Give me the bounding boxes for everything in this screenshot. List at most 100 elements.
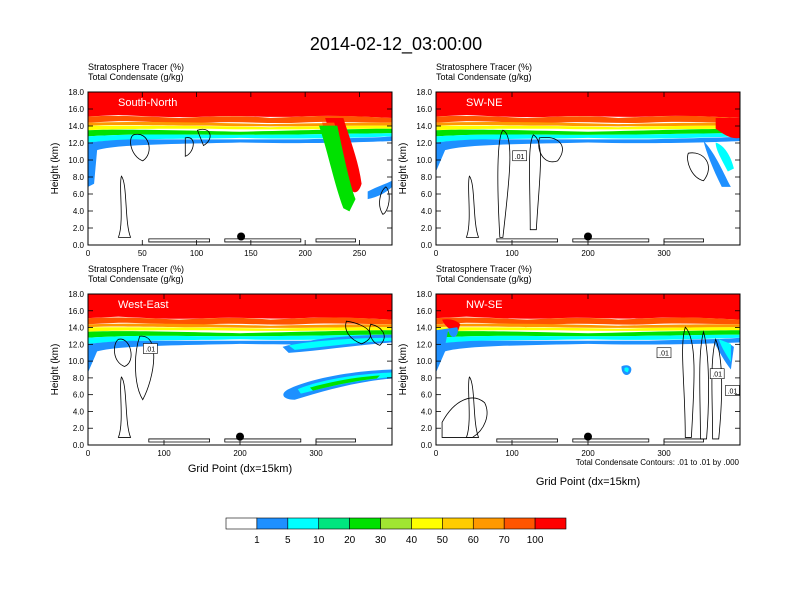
x-axis-label: Grid Point (dx=15km)	[536, 476, 640, 488]
condensate-contour-0	[118, 176, 130, 237]
tracer-fill-6	[436, 136, 740, 172]
colorbar-swatch	[442, 517, 474, 530]
y-tick-label: 14.0	[68, 122, 84, 131]
colorbar-swatch	[256, 517, 289, 530]
x-tick-label: 300	[309, 449, 323, 458]
colorbar-label: 60	[468, 535, 480, 546]
panel-label: West-East	[118, 299, 169, 311]
x-axis-label: Grid Point (dx=15km)	[188, 463, 292, 475]
y-tick-label: 14.0	[416, 324, 432, 333]
tracer-fill-6	[436, 337, 740, 373]
y-tick-label: 18.0	[68, 290, 84, 299]
tracer-fill-2	[436, 323, 740, 328]
y-tick-label: 2.0	[73, 424, 85, 433]
condensate-contour-2	[573, 239, 649, 242]
condensate-contour-0	[118, 377, 130, 437]
condensate-contour-7	[370, 324, 385, 345]
y-tick-label: 0.0	[421, 441, 433, 450]
condensate-contour-6	[539, 137, 563, 161]
condensate-contour-1	[497, 239, 558, 242]
x-tick-label: 300	[657, 449, 671, 458]
tracer-fill-3	[88, 125, 392, 131]
tracer-fill-1	[88, 317, 392, 325]
plot-area: .01 .01 .01	[436, 294, 740, 445]
colorbar-label: 5	[285, 535, 291, 546]
colorbar-swatch	[318, 517, 350, 530]
page-title: 2014-02-12_03:00:00	[310, 34, 482, 55]
condensate-contour-1	[497, 439, 558, 442]
tracer-fill-2	[88, 121, 392, 127]
x-tick-label: 300	[657, 249, 671, 258]
condensate-contour-2	[225, 239, 301, 242]
tracer-fill-4	[88, 330, 392, 338]
y-tick-label: 6.0	[73, 190, 85, 199]
tracer-fill-1	[436, 317, 740, 325]
y-tick-label: 8.0	[421, 374, 433, 383]
condensate-contour-3	[316, 239, 356, 242]
tracer-fill-10	[624, 367, 629, 373]
contour-label: .01	[659, 351, 669, 358]
tracer-fill-5	[436, 133, 740, 143]
condensate-contour-0	[466, 176, 478, 237]
location-marker	[236, 432, 244, 441]
contour-label: .01	[145, 347, 155, 354]
subtitle-condensate: Total Condensate (g/kg)	[88, 274, 184, 284]
colorbar-swatch	[503, 517, 536, 530]
contour-label-box	[143, 343, 158, 354]
colorbar-swatch	[225, 517, 258, 530]
footnote: Total Condensate Contours: .01 to .01 by…	[576, 458, 740, 467]
tracer-fill-2	[436, 121, 740, 127]
tracer-fill-8	[436, 327, 458, 346]
tracer-fill-1	[88, 115, 392, 124]
y-tick-label: 6.0	[421, 190, 433, 199]
condensate-contour-5	[683, 327, 695, 437]
y-tick-label: 2.0	[421, 424, 433, 433]
y-tick-label: 16.0	[68, 307, 84, 316]
location-marker	[584, 232, 592, 241]
plot-area: .01	[88, 294, 392, 445]
y-tick-label: 0.0	[73, 241, 85, 250]
panel-2: .01 SW-NE Stratosphere Tracer (%)Total Con…	[398, 62, 741, 258]
y-tick-label: 8.0	[421, 173, 433, 182]
y-tick-label: 16.0	[416, 105, 432, 114]
x-tick-label: 250	[353, 249, 367, 258]
colorbar-swatch	[349, 517, 381, 530]
condensate-contour-7	[380, 187, 390, 215]
x-tick-label: 200	[233, 449, 247, 458]
condensate-contour-5	[529, 135, 540, 230]
tracer-fill-3	[88, 327, 392, 332]
tracer-fill-5	[436, 334, 740, 344]
y-tick-label: 18.0	[416, 290, 432, 299]
plot-frame	[87, 91, 393, 246]
y-tick-label: 12.0	[416, 139, 432, 148]
tracer-fill-7	[715, 142, 734, 172]
y-tick-label: 4.0	[73, 207, 85, 216]
y-tick-label: 18.0	[416, 88, 432, 97]
colorbar-swatch	[287, 517, 320, 530]
subtitle-tracer: Stratosphere Tracer (%)	[88, 264, 184, 274]
colorbar-label: 20	[344, 535, 356, 546]
x-tick-label: 0	[434, 449, 439, 458]
tracer-fill-12	[718, 339, 731, 362]
panel-label: NW-SE	[466, 299, 502, 311]
panel-label: South-North	[118, 97, 177, 109]
tracer-fill-4	[88, 128, 392, 137]
subtitle-tracer: Stratosphere Tracer (%)	[436, 264, 532, 274]
condensate-contour-7	[688, 153, 709, 181]
colorbar-label: 10	[313, 535, 325, 546]
tracer-fill-5	[88, 334, 392, 344]
x-tick-label: 0	[86, 449, 91, 458]
y-tick-label: 0.0	[73, 441, 85, 450]
condensate-contour-5	[185, 138, 193, 157]
tracer-fill-11	[88, 142, 98, 187]
contour-label: .01	[515, 154, 525, 161]
contour-label: .01	[728, 388, 738, 395]
condensate-contour-4	[442, 398, 487, 437]
y-tick-label: 8.0	[73, 374, 85, 383]
colorbar-swatch	[380, 517, 412, 530]
x-tick-label: 200	[581, 249, 595, 258]
y-axis-label: Height (km)	[398, 143, 409, 195]
condensate-contour-1	[149, 239, 210, 242]
